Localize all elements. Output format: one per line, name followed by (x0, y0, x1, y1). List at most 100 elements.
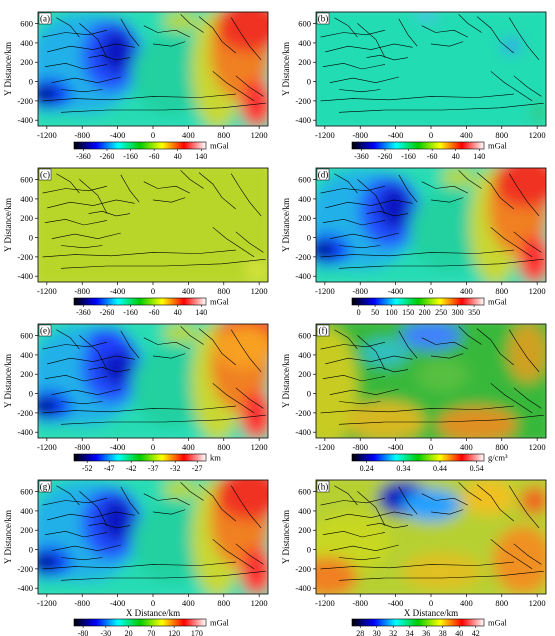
fault-line (476, 16, 514, 54)
fault-line (325, 355, 413, 365)
fault-line (47, 355, 135, 365)
x-tick-label: -1200 (37, 598, 57, 608)
panel-label-box (38, 168, 52, 181)
colorbar-tick-label: 0.34 (396, 464, 410, 473)
fault-line (143, 25, 190, 38)
fault-line (398, 330, 418, 359)
panel-label-box (316, 12, 330, 25)
fault-line (334, 17, 358, 38)
fault-line (51, 388, 121, 396)
x-tick-label: 800 (495, 130, 508, 140)
fault-line (56, 485, 80, 506)
y-tick-label: 0 (29, 545, 33, 555)
fault-line (476, 172, 514, 210)
y-tick-label: -200 (17, 564, 33, 574)
colorbar-tick-label: 32 (389, 629, 397, 636)
colorbar (73, 297, 207, 306)
y-tick-label: 600 (298, 19, 311, 29)
panel-label-box (316, 168, 330, 181)
x-axis-label: X Distance/km (126, 608, 180, 618)
fault-line (338, 414, 544, 425)
fault-line (508, 173, 540, 217)
fault-lines (320, 482, 544, 581)
colorbar-tick-label: -360 (354, 152, 369, 161)
fault-line (513, 543, 542, 565)
y-tick-label: -400 (17, 271, 33, 281)
fault-line (42, 185, 108, 194)
fault-line (421, 181, 468, 194)
x-tick-label: -800 (74, 286, 90, 296)
fault-line (79, 23, 108, 58)
colorbar-tick-label: 120 (168, 629, 180, 636)
x-tick-label: -1200 (315, 286, 335, 296)
x-tick-label: 1200 (251, 130, 268, 140)
colorbar-tick-label: 42 (472, 629, 480, 636)
x-tick-label: 800 (495, 286, 508, 296)
panel-label-box (38, 480, 52, 493)
x-tick-label: -1200 (37, 442, 57, 452)
panel-label-box (316, 480, 330, 493)
colorbar-tick-label: 40 (174, 308, 182, 317)
fault-lines (42, 326, 266, 425)
fault-line (180, 170, 204, 189)
colorbar-tick-label: 40 (455, 629, 463, 636)
x-tick-label: 1200 (251, 442, 268, 452)
y-tick-label: -400 (295, 271, 311, 281)
x-tick-label: 400 (460, 442, 473, 452)
fault-line (88, 54, 131, 61)
fault-line (338, 258, 544, 269)
fault-line (212, 71, 255, 102)
panel-4: (d) -1200 -800 -400 0 400 800 1200 600 400 200 0 -20… (281, 167, 547, 317)
colorbar-tick-label: 40 (174, 152, 182, 161)
y-tick-label: 400 (20, 38, 33, 48)
y-axis-label: Y Distance/km (3, 198, 13, 252)
colorbar-unit: km (210, 453, 221, 463)
fault-line (320, 341, 386, 350)
x-tick-label: -1200 (315, 598, 335, 608)
x-tick-label: 0 (429, 442, 433, 452)
x-tick-label: 400 (182, 130, 195, 140)
fault-line (338, 102, 544, 113)
y-tick-label: 0 (307, 77, 311, 87)
panel-label: (d) (318, 170, 329, 180)
colorbar-tick-label: 140 (195, 152, 207, 161)
x-tick-label: -400 (388, 442, 404, 452)
colorbar-tick-label: 0.24 (360, 464, 374, 473)
y-tick-label: -200 (17, 252, 33, 262)
heatmap-field (316, 324, 546, 438)
y-tick-label: -200 (295, 564, 311, 574)
fault-line (508, 329, 540, 373)
colorbar-tick-label: 0.54 (470, 464, 484, 473)
colorbar-tick-label: -60 (149, 152, 160, 161)
colorbar-tick-label: 28 (356, 629, 364, 636)
y-tick-label: 0 (29, 77, 33, 87)
panel-8: (h) -1200 -800 -400 0 400 800 1200 600 400 200 0 -20… (281, 479, 547, 636)
panel-label: (h) (318, 482, 329, 492)
colorbar-tick-label: -60 (149, 308, 160, 317)
y-tick-label: 400 (298, 38, 311, 48)
y-tick-label: 200 (20, 369, 33, 379)
fault-line (60, 401, 103, 405)
panel-3: (c) -1200 -800 -400 0 400 800 1200 600 400 200 0 -20… (3, 167, 269, 317)
fault-line (143, 493, 190, 506)
x-tick-label: 1200 (529, 598, 546, 608)
y-tick-label: 600 (298, 487, 311, 497)
heatmap-field (316, 480, 546, 594)
fault-line (51, 544, 121, 552)
colorbar (351, 618, 485, 627)
colorbar-tick-label: -60 (427, 152, 438, 161)
fault-line (476, 484, 514, 522)
fault-line (212, 227, 255, 258)
colorbar-unit: mGal (210, 297, 230, 307)
colorbar-tick-label: -27 (192, 464, 203, 473)
fault-line (47, 199, 135, 209)
fault-line (513, 387, 542, 409)
fault-lines (42, 14, 266, 113)
fault-line (476, 328, 514, 366)
heatmap-field (316, 12, 546, 126)
y-tick-label: -400 (17, 115, 33, 125)
colorbar-tick-label: 34 (406, 629, 414, 636)
panel-label: (b) (318, 14, 329, 24)
fault-line (235, 387, 264, 409)
fault-line (44, 62, 108, 70)
